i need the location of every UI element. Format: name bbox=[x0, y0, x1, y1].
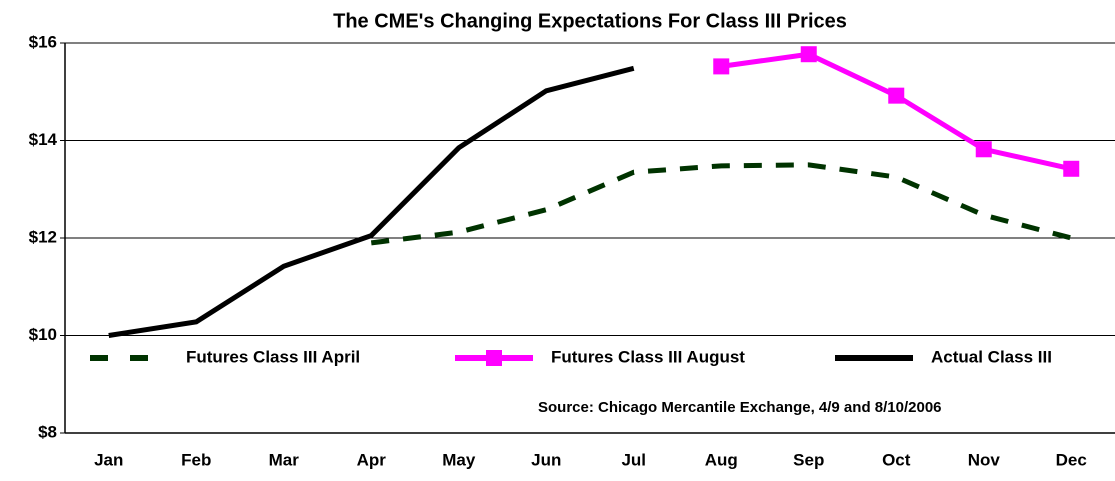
x-tick-label: Jul bbox=[621, 450, 646, 469]
y-tick-label: $14 bbox=[29, 130, 58, 149]
x-tick-label: Nov bbox=[968, 450, 1001, 469]
series-line bbox=[720, 51, 1072, 172]
y-tick-label: $16 bbox=[29, 32, 57, 51]
x-tick-label: May bbox=[442, 450, 476, 469]
x-tick-label: Feb bbox=[181, 450, 211, 469]
x-tick-label: Sep bbox=[793, 450, 824, 469]
y-tick-label: $8 bbox=[38, 422, 57, 441]
x-tick-label: Aug bbox=[705, 450, 738, 469]
x-tick-label: Dec bbox=[1056, 450, 1087, 469]
legend-label: Actual Class III bbox=[931, 347, 1052, 366]
annotation: Source: Chicago Mercantile Exchange, 4/9… bbox=[538, 399, 942, 416]
legend-label: Futures Class III April bbox=[186, 347, 360, 366]
point-marker bbox=[800, 46, 817, 63]
x-tick-label: Mar bbox=[269, 450, 300, 469]
x-tick-label: Jun bbox=[531, 450, 561, 469]
point-marker bbox=[975, 141, 992, 158]
x-tick-label: Jan bbox=[94, 450, 123, 469]
legend-marker bbox=[486, 350, 502, 366]
legend-label: Futures Class III August bbox=[551, 347, 745, 366]
point-marker bbox=[713, 58, 730, 75]
x-tick-label: Oct bbox=[882, 450, 911, 469]
chart-title: The CME's Changing Expectations For Clas… bbox=[333, 10, 847, 32]
point-marker bbox=[1063, 160, 1080, 177]
y-tick-label: $12 bbox=[29, 227, 57, 246]
series-line bbox=[370, 162, 1072, 246]
series-line bbox=[108, 65, 635, 338]
x-tick-label: Apr bbox=[357, 450, 387, 469]
y-tick-label: $10 bbox=[29, 325, 57, 344]
point-marker bbox=[888, 87, 905, 104]
